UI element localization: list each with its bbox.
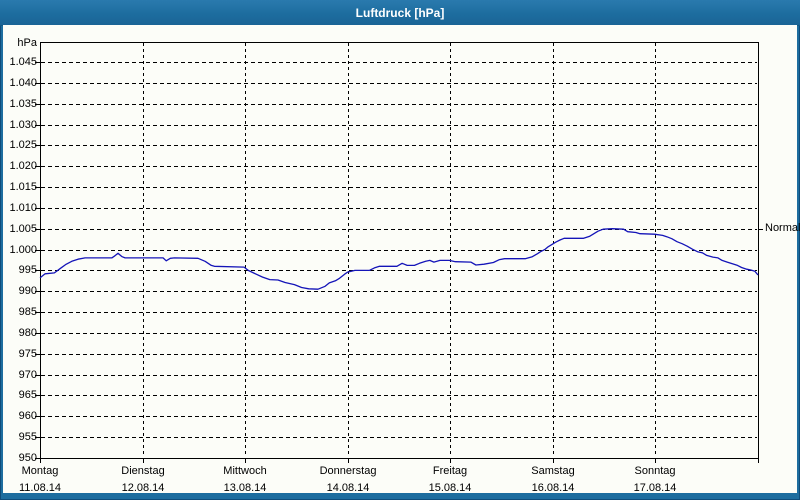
x-axis-date-label: 16.08.14	[531, 482, 575, 494]
y-axis-label: 970	[18, 369, 37, 381]
x-axis-date-label: 12.08.14	[121, 482, 165, 494]
x-axis-day-label: Sonntag	[634, 465, 676, 477]
y-axis-label: 985	[18, 306, 37, 318]
x-axis-date-label: 15.08.14	[428, 482, 472, 494]
window-title: Luftdruck [hPa]	[355, 5, 445, 20]
y-axis-label: 950	[18, 452, 37, 464]
x-axis-day-label: Samstag	[531, 465, 575, 477]
y-axis-label: 955	[18, 431, 37, 443]
x-axis-date-label: 14.08.14	[326, 482, 370, 494]
x-axis-date-label: 13.08.14	[223, 482, 267, 494]
plot-frame	[40, 42, 759, 459]
y-axis-label: 1.040	[9, 77, 37, 89]
x-axis-day-label: Freitag	[432, 465, 468, 477]
x-axis-day-label: Mittwoch	[223, 465, 267, 477]
y-axis-label: 965	[18, 389, 37, 401]
x-axis-day-label: Dienstag	[121, 465, 165, 477]
x-axis-day-label: Donnerstag	[319, 465, 377, 477]
y-axis-label: 995	[18, 264, 37, 276]
x-axis-date-label: 11.08.14	[18, 482, 61, 494]
y-axis-label: 975	[18, 348, 37, 360]
x-axis-day-label: Montag	[21, 465, 59, 477]
title-bar[interactable]: Luftdruck [hPa]	[0, 0, 800, 26]
normal-marker-label: Normal	[765, 222, 800, 234]
y-axis-unit-label: hPa	[17, 37, 37, 49]
y-axis-label: 1.000	[9, 244, 37, 256]
y-axis-label: 960	[18, 410, 37, 422]
x-axis-date-label: 17.08.14	[633, 482, 677, 494]
y-axis-label: 1.045	[9, 56, 37, 68]
pressure-line-series	[39, 228, 759, 290]
pressure-chart: 1.045 1.040 1.035 1.030 1.025 1.020 1.015 1.010…	[3, 25, 800, 494]
y-axis-label: 1.020	[9, 160, 37, 172]
y-axis-label: 1.025	[9, 139, 37, 151]
y-axis-label: 1.035	[9, 98, 37, 110]
y-axis-label: 1.005	[9, 223, 37, 235]
y-axis-label: 1.010	[9, 202, 37, 214]
chart-plot	[35, 42, 763, 463]
y-axis-label: 980	[18, 327, 37, 339]
y-axis-label: 990	[18, 285, 37, 297]
y-axis-label: 1.030	[9, 119, 37, 131]
y-axis-label: 1.015	[9, 181, 37, 193]
